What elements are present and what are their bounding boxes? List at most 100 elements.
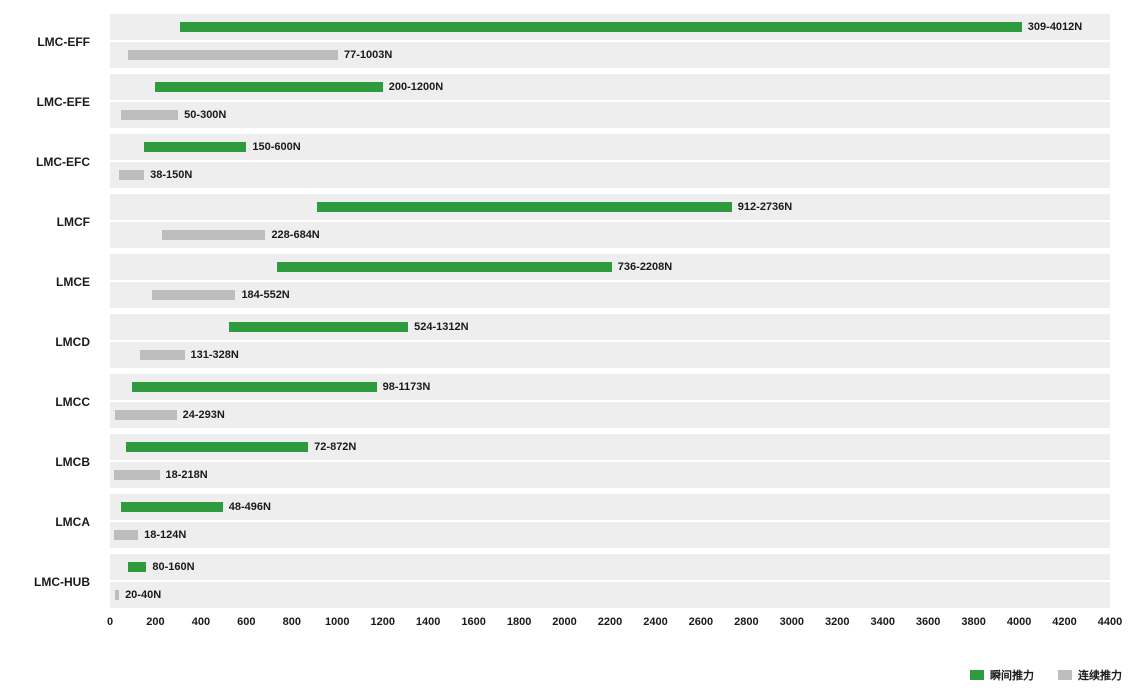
x-tick: 1200 (370, 616, 394, 628)
bar-label-cont: 131-328N (185, 349, 239, 361)
bar-label-peak: 150-600N (246, 141, 300, 153)
chart-row: LMCD 524-1312N 131-328N (10, 314, 1110, 370)
chart-row: LMCC 98-1173N 24-293N (10, 374, 1110, 430)
legend-swatch-cont (1058, 670, 1072, 680)
chart-row: LMC-EFC 150-600N 38-150N (10, 134, 1110, 190)
bar-label-peak: 72-872N (308, 441, 356, 453)
chart-row: LMCF 912-2736N 228-684N (10, 194, 1110, 250)
y-axis-label: LMCC (10, 374, 100, 430)
x-tick: 1400 (416, 616, 440, 628)
bar-cont: 38-150N (119, 170, 144, 180)
bar-cont: 184-552N (152, 290, 236, 300)
plot-cell: 80-160N 20-40N (110, 554, 1110, 610)
legend-label-cont: 连续推力 (1078, 667, 1122, 683)
x-axis: 0 200 400 600 800 1000 1200 1400 1600 1800 2000 220… (110, 616, 1110, 636)
x-tick: 1600 (461, 616, 485, 628)
x-tick: 1800 (507, 616, 531, 628)
legend-label-peak: 瞬间推力 (990, 667, 1034, 683)
bar-peak: 736-2208N (277, 262, 612, 272)
x-tick: 2800 (734, 616, 758, 628)
bar-peak: 150-600N (144, 142, 246, 152)
bar-label-cont: 38-150N (144, 169, 192, 181)
plot-cell: 309-4012N 77-1003N (110, 14, 1110, 70)
bar-cont: 18-124N (114, 530, 138, 540)
x-tick: 800 (283, 616, 301, 628)
y-axis-label: LMCA (10, 494, 100, 550)
plot-cell: 48-496N 18-124N (110, 494, 1110, 550)
bar-label-peak: 200-1200N (383, 81, 443, 93)
bar-label-peak: 524-1312N (408, 321, 468, 333)
bar-label-peak: 80-160N (146, 561, 194, 573)
legend: 瞬间推力 连续推力 (970, 667, 1122, 683)
bar-peak: 309-4012N (180, 22, 1022, 32)
chart-row: LMC-EFE200-1200N50-300N (10, 74, 1110, 130)
row-band (110, 582, 1110, 608)
y-axis-label: LMCB (10, 434, 100, 490)
bar-label-cont: 18-218N (160, 469, 208, 481)
x-tick: 600 (237, 616, 255, 628)
bar-peak: 200-1200N (155, 82, 382, 92)
row-band (110, 402, 1110, 428)
plot-cell: 150-600N 38-150N (110, 134, 1110, 190)
x-tick: 3000 (780, 616, 804, 628)
chart-row: LMC-HUB 80-160N 20-40N (10, 554, 1110, 610)
bar-peak: 912-2736N (317, 202, 732, 212)
chart-row: LMCB 72-872N 18-218N (10, 434, 1110, 490)
x-tick: 4200 (1052, 616, 1076, 628)
plot-cell: 912-2736N 228-684N (110, 194, 1110, 250)
bar-label-cont: 18-124N (138, 529, 186, 541)
bar-cont: 18-218N (114, 470, 159, 480)
x-tick: 3800 (961, 616, 985, 628)
row-band (110, 102, 1110, 128)
plot-cell: 524-1312N 131-328N (110, 314, 1110, 370)
bar-label-cont: 50-300N (178, 109, 226, 121)
x-tick: 3600 (916, 616, 940, 628)
bar-label-cont: 77-1003N (338, 49, 392, 61)
y-axis-label: LMCD (10, 314, 100, 370)
bar-label-peak: 98-1173N (377, 381, 431, 393)
x-tick: 400 (192, 616, 210, 628)
chart-row: LMCA 48-496N 18-124N (10, 494, 1110, 550)
x-tick: 200 (146, 616, 164, 628)
bar-peak: 98-1173N (132, 382, 376, 392)
y-axis-label: LMC-HUB (10, 554, 100, 610)
x-tick: 2400 (643, 616, 667, 628)
plot-cell: 736-2208N 184-552N (110, 254, 1110, 310)
bar-label-cont: 184-552N (235, 289, 289, 301)
y-axis-label: LMCE (10, 254, 100, 310)
row-band (110, 342, 1110, 368)
bar-label-cont: 24-293N (177, 409, 225, 421)
chart-row: LMC-EFF 309-4012N 77-1003N (10, 14, 1110, 70)
bar-label-peak: 912-2736N (732, 201, 792, 213)
bar-label-peak: 309-4012N (1022, 21, 1082, 33)
plot-cell: 200-1200N 50-300N (110, 74, 1110, 130)
plot-cell: 98-1173N 24-293N (110, 374, 1110, 430)
bar-cont: 77-1003N (128, 50, 338, 60)
y-axis-label: LMCF (10, 194, 100, 250)
x-tick: 1000 (325, 616, 349, 628)
x-tick: 2000 (552, 616, 576, 628)
y-axis-label: LMC-EFF (10, 14, 100, 70)
bar-label-peak: 736-2208N (612, 261, 672, 273)
legend-item-cont: 连续推力 (1058, 667, 1122, 683)
bar-cont: 20-40N (115, 590, 120, 600)
x-tick: 3400 (870, 616, 894, 628)
bar-peak: 80-160N (128, 562, 146, 572)
bar-peak: 48-496N (121, 502, 223, 512)
bar-label-cont: 228-684N (265, 229, 319, 241)
legend-swatch-peak (970, 670, 984, 680)
x-tick: 4400 (1098, 616, 1122, 628)
bar-cont: 131-328N (140, 350, 185, 360)
x-tick: 0 (107, 616, 113, 628)
bar-peak: 524-1312N (229, 322, 408, 332)
row-band (110, 554, 1110, 580)
bar-cont: 24-293N (115, 410, 176, 420)
x-tick: 3200 (825, 616, 849, 628)
bar-cont: 50-300N (121, 110, 178, 120)
y-axis-label: LMC-EFC (10, 134, 100, 190)
bar-peak: 72-872N (126, 442, 308, 452)
x-tick: 2600 (689, 616, 713, 628)
bar-label-cont: 20-40N (119, 589, 161, 601)
x-tick: 2200 (598, 616, 622, 628)
plot-cell: 72-872N 18-218N (110, 434, 1110, 490)
